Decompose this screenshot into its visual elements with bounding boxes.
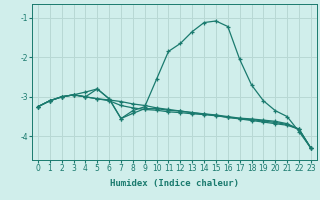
X-axis label: Humidex (Indice chaleur): Humidex (Indice chaleur) bbox=[110, 179, 239, 188]
